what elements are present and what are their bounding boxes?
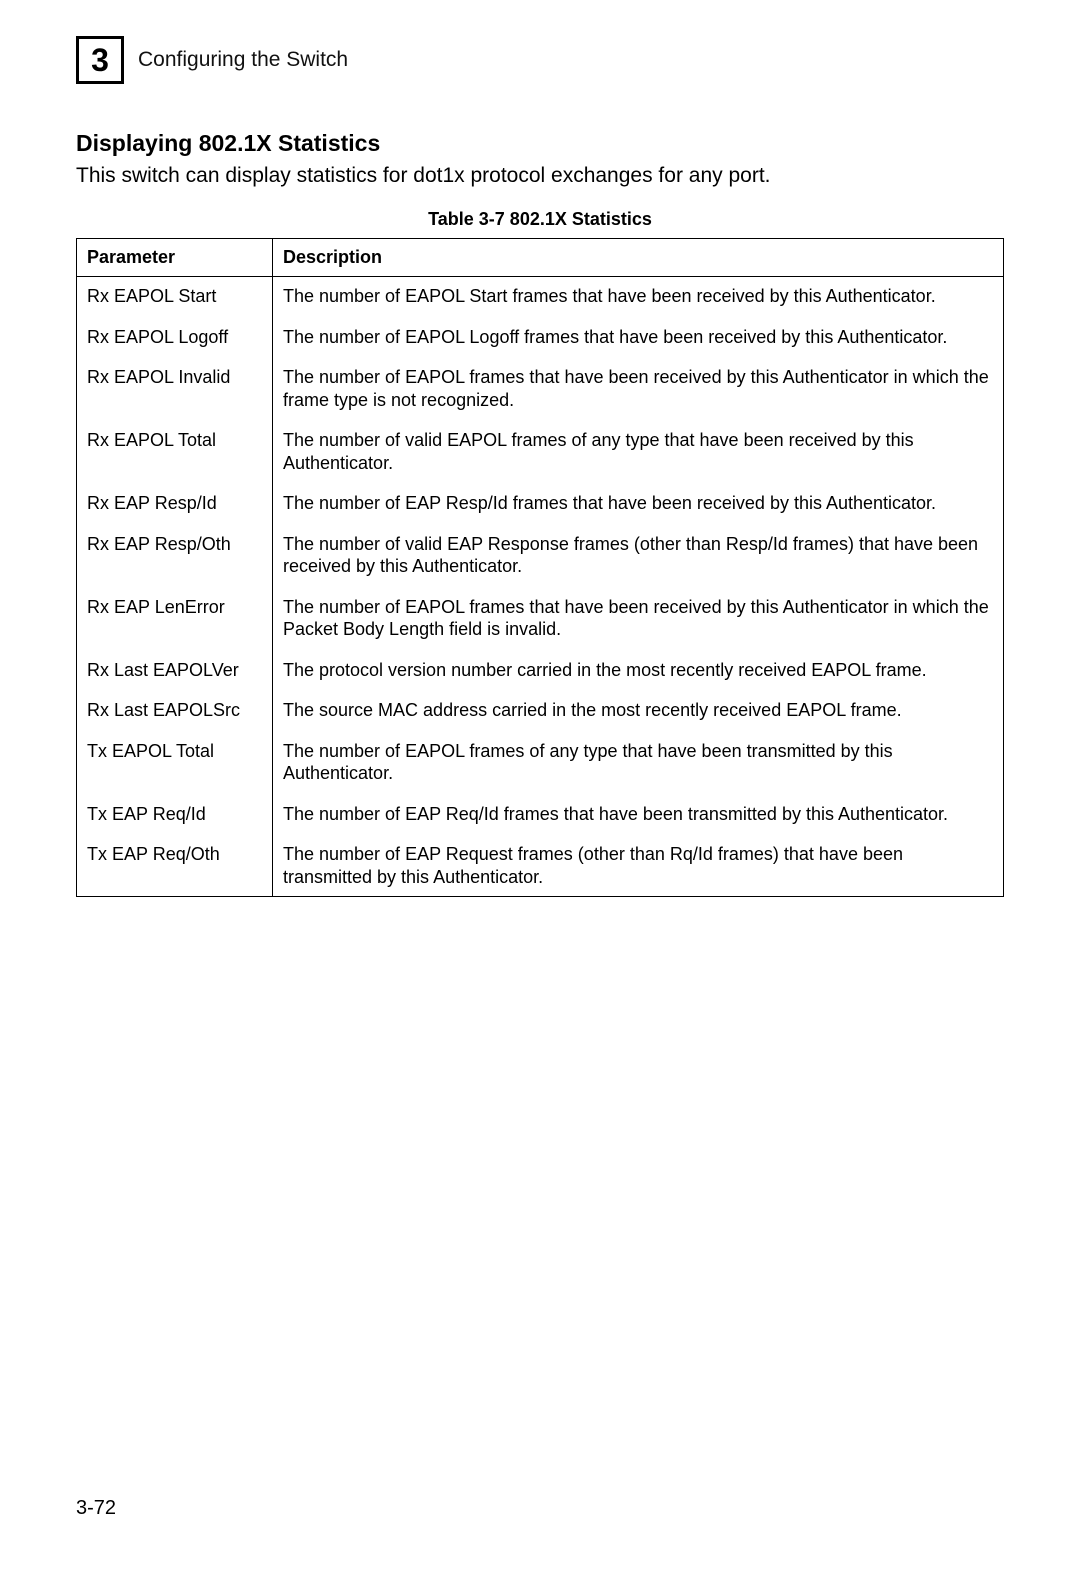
cell-desc: The number of EAPOL Start frames that ha… [273, 277, 1004, 316]
table-row: Rx EAP Resp/IdThe number of EAP Resp/Id … [77, 482, 1004, 523]
table-row: Tx EAPOL TotalThe number of EAPOL frames… [77, 730, 1004, 793]
table-row: Tx EAP Req/IdThe number of EAP Req/Id fr… [77, 793, 1004, 834]
cell-desc: The number of EAP Request frames (other … [273, 833, 1004, 897]
page: 3 Configuring the Switch Displaying 802.… [0, 0, 1080, 1570]
table-caption: Table 3-7 802.1X Statistics [76, 209, 1004, 230]
chapter-header: 3 Configuring the Switch [76, 36, 1004, 84]
chapter-number-badge: 3 [76, 36, 124, 84]
section-heading: Displaying 802.1X Statistics [76, 130, 1004, 157]
cell-param: Rx EAP LenError [77, 586, 273, 649]
section-intro: This switch can display statistics for d… [76, 163, 1004, 189]
table-row: Rx EAPOL InvalidThe number of EAPOL fram… [77, 356, 1004, 419]
cell-desc: The number of EAPOL Logoff frames that h… [273, 316, 1004, 357]
cell-param: Rx EAPOL Start [77, 277, 273, 316]
cell-param: Rx EAPOL Invalid [77, 356, 273, 419]
table-body: Rx EAPOL StartThe number of EAPOL Start … [77, 277, 1004, 897]
cell-desc: The number of EAPOL frames that have bee… [273, 356, 1004, 419]
table-row: Rx EAPOL LogoffThe number of EAPOL Logof… [77, 316, 1004, 357]
table-header-row: Parameter Description [77, 239, 1004, 277]
cell-param: Tx EAP Req/Oth [77, 833, 273, 897]
cell-desc: The number of valid EAP Response frames … [273, 523, 1004, 586]
cell-param: Rx Last EAPOLVer [77, 649, 273, 690]
table-row: Rx Last EAPOLVerThe protocol version num… [77, 649, 1004, 690]
table-row: Tx EAP Req/OthThe number of EAP Request … [77, 833, 1004, 897]
table-row: Rx Last EAPOLSrcThe source MAC address c… [77, 689, 1004, 730]
chapter-number: 3 [91, 42, 109, 79]
table-row: Rx EAPOL TotalThe number of valid EAPOL … [77, 419, 1004, 482]
cell-param: Tx EAP Req/Id [77, 793, 273, 834]
cell-param: Rx EAPOL Logoff [77, 316, 273, 357]
cell-desc: The number of EAPOL frames of any type t… [273, 730, 1004, 793]
cell-desc: The protocol version number carried in t… [273, 649, 1004, 690]
table-row: Rx EAP LenErrorThe number of EAPOL frame… [77, 586, 1004, 649]
cell-desc: The number of EAP Resp/Id frames that ha… [273, 482, 1004, 523]
cell-desc: The number of valid EAPOL frames of any … [273, 419, 1004, 482]
cell-desc: The source MAC address carried in the mo… [273, 689, 1004, 730]
cell-param: Rx EAP Resp/Id [77, 482, 273, 523]
cell-desc: The number of EAP Req/Id frames that hav… [273, 793, 1004, 834]
cell-param: Rx EAPOL Total [77, 419, 273, 482]
table-row: Rx EAPOL StartThe number of EAPOL Start … [77, 277, 1004, 316]
statistics-table: Parameter Description Rx EAPOL StartThe … [76, 238, 1004, 897]
table-row: Rx EAP Resp/OthThe number of valid EAP R… [77, 523, 1004, 586]
col-header-parameter: Parameter [77, 239, 273, 277]
cell-param: Tx EAPOL Total [77, 730, 273, 793]
page-number: 3-72 [76, 1497, 116, 1520]
cell-desc: The number of EAPOL frames that have bee… [273, 586, 1004, 649]
cell-param: Rx EAP Resp/Oth [77, 523, 273, 586]
cell-param: Rx Last EAPOLSrc [77, 689, 273, 730]
col-header-description: Description [273, 239, 1004, 277]
chapter-title: Configuring the Switch [138, 48, 348, 72]
